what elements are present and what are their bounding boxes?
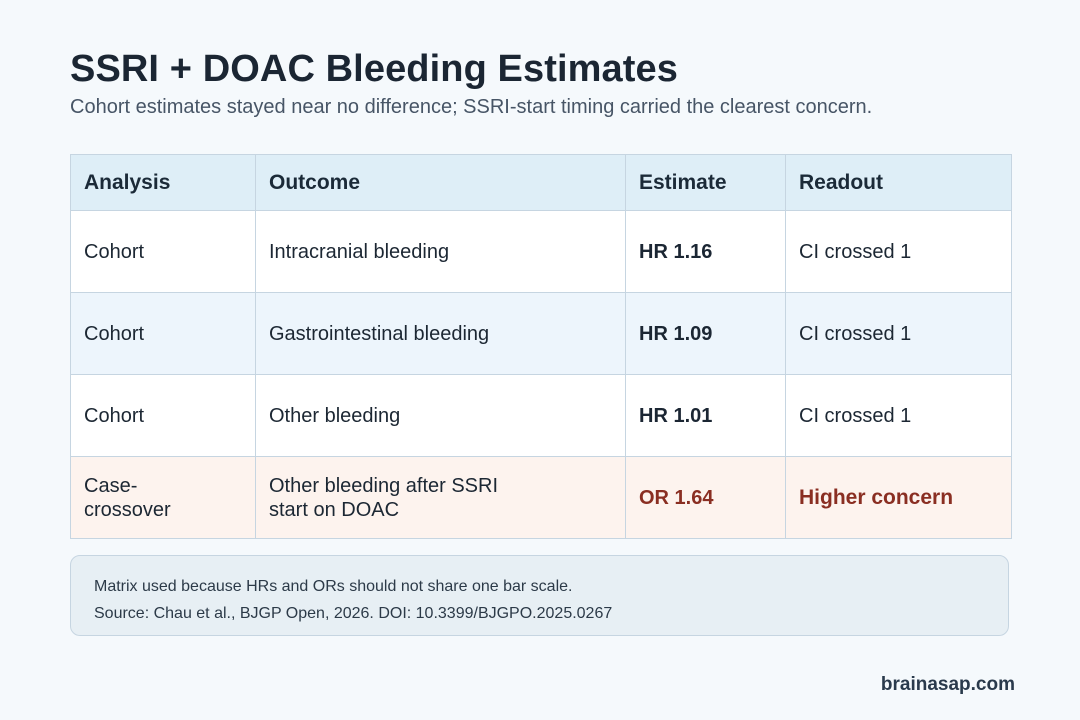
column-header-estimate: Estimate (625, 154, 786, 211)
chart-subtitle: Cohort estimates stayed near no differen… (70, 96, 873, 118)
readout-cell: CI crossed 1 (785, 374, 1012, 457)
readout-cell: Higher concern (785, 456, 1012, 539)
estimate-cell: HR 1.16 (625, 210, 786, 293)
analysis-cell: Case-crossover (70, 456, 256, 539)
estimate-cell: HR 1.01 (625, 374, 786, 457)
column-header-analysis: Analysis (70, 154, 256, 211)
note-box: Matrix used because HRs and ORs should n… (70, 555, 1009, 636)
outcome-cell: Gastrointestinal bleeding (255, 292, 626, 375)
method-note: Matrix used because HRs and ORs should n… (94, 578, 573, 595)
table-row: Cohort Intracranial bleeding HR 1.16 CI … (70, 210, 1012, 293)
outcome-cell: Other bleeding after SSRI start on DOAC (255, 456, 626, 539)
analysis-cell-text: Case-crossover (84, 474, 171, 521)
analysis-cell: Cohort (70, 292, 256, 375)
estimate-cell: HR 1.09 (625, 292, 786, 375)
column-header-outcome: Outcome (255, 154, 626, 211)
brand-watermark: brainasap.com (880, 674, 1015, 695)
outcome-cell: Other bleeding (255, 374, 626, 457)
chart-title: SSRI + DOAC Bleeding Estimates (70, 48, 678, 90)
readout-cell: CI crossed 1 (785, 292, 1012, 375)
outcome-cell: Intracranial bleeding (255, 210, 626, 293)
analysis-cell: Cohort (70, 210, 256, 293)
estimates-table: Analysis Outcome Estimate Readout Cohort… (70, 154, 1012, 539)
analysis-cell: Cohort (70, 374, 256, 457)
readout-cell: CI crossed 1 (785, 210, 1012, 293)
column-header-readout: Readout (785, 154, 1012, 211)
table-row: Cohort Gastrointestinal bleeding HR 1.09… (70, 292, 1012, 375)
source-citation: Source: Chau et al., BJGP Open, 2026. DO… (94, 605, 613, 622)
outcome-cell-text: Other bleeding after SSRI start on DOAC (269, 474, 499, 521)
estimate-cell: OR 1.64 (625, 456, 786, 539)
table-header-row: Analysis Outcome Estimate Readout (70, 154, 1012, 211)
table-row: Cohort Other bleeding HR 1.01 CI crossed… (70, 374, 1012, 457)
table-row-highlighted: Case-crossover Other bleeding after SSRI… (70, 456, 1012, 539)
